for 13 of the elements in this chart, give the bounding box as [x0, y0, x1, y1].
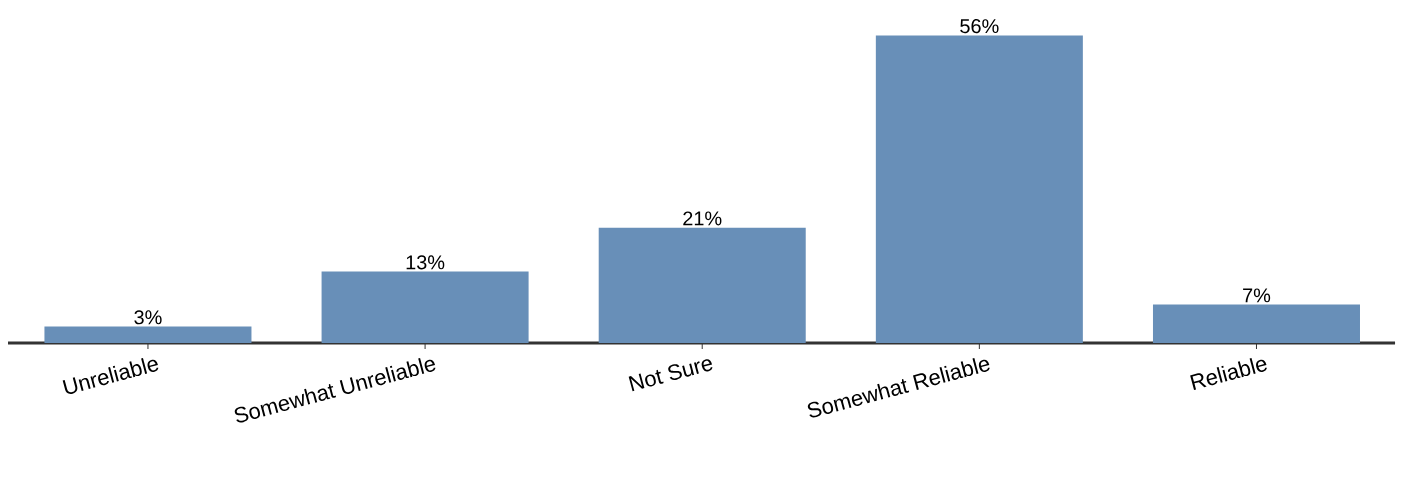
- bar: [1152, 304, 1360, 343]
- x-tick-label: Unreliable: [62, 358, 159, 394]
- x-tick-label: Reliable: [1190, 358, 1267, 390]
- data-label: 21%: [683, 211, 722, 226]
- data-label: 7%: [1243, 288, 1271, 303]
- data-label: 56%: [960, 19, 999, 34]
- bar: [598, 227, 806, 343]
- bar: [44, 326, 252, 343]
- x-tick-label: Not Sure: [628, 359, 713, 392]
- bar: [875, 35, 1083, 343]
- bar: [321, 271, 529, 343]
- data-label: 13%: [406, 255, 445, 270]
- data-label: 3%: [134, 310, 162, 325]
